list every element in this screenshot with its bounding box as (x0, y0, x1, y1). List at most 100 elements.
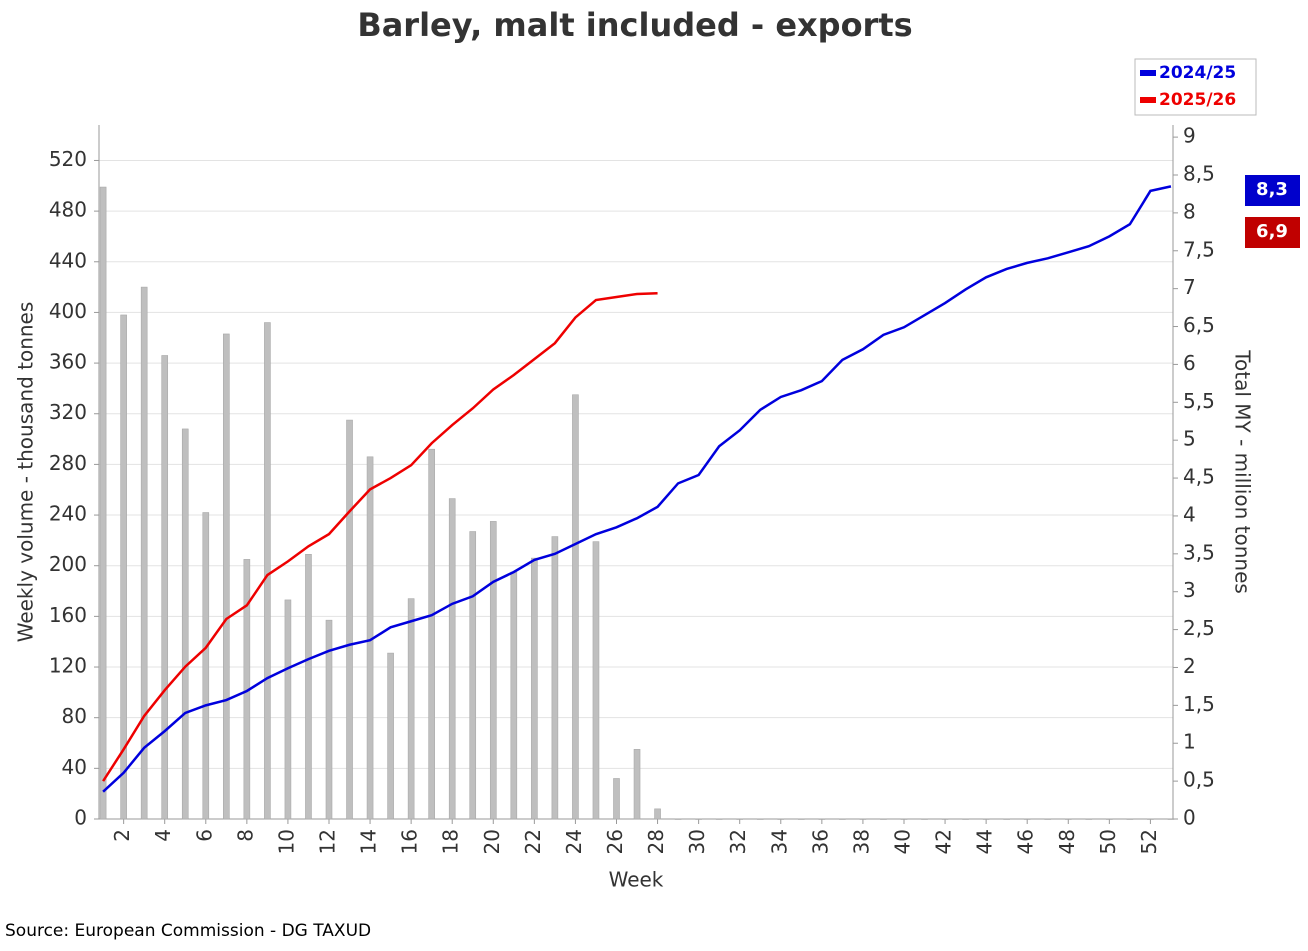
x-tick-label: 34 (767, 829, 791, 854)
bar (839, 818, 846, 820)
bar (531, 557, 538, 820)
y2-tick-label: 4,5 (1183, 465, 1215, 489)
bar (510, 571, 518, 820)
end-label: 6,9 (1256, 221, 1288, 242)
bar (798, 818, 805, 820)
y-tick-label: 320 (49, 400, 87, 424)
bar (161, 355, 169, 820)
bar (202, 512, 210, 820)
x-tick-label: 42 (932, 829, 956, 854)
y2-tick-label: 0 (1183, 806, 1196, 830)
bar (982, 818, 990, 820)
legend-label: 2024/25 (1159, 63, 1236, 83)
bar (572, 394, 579, 820)
legend-box (1134, 58, 1257, 116)
y2-tick-label: 7,5 (1183, 237, 1215, 261)
bar (407, 598, 415, 820)
end-label-box (1245, 217, 1300, 248)
bar (633, 749, 641, 820)
y2-tick-label: 4 (1183, 502, 1196, 526)
line (102, 185, 1172, 793)
y2-tick-label: 5 (1183, 427, 1196, 451)
bar (921, 818, 928, 820)
chart-title: Barley, malt included - exports (357, 6, 912, 44)
end-label-box (1245, 175, 1300, 206)
bar (1167, 818, 1175, 820)
x-tick-label: 16 (398, 829, 422, 854)
x-tick-label: 36 (808, 829, 832, 854)
line (102, 291, 658, 782)
y2-tick-label: 6,5 (1183, 313, 1215, 337)
x-tick-label: 4 (151, 829, 175, 842)
y-tick-label: 480 (49, 198, 87, 222)
y-tick-label: 400 (49, 299, 87, 323)
y-axis-label: Weekly volume - thousand tonnes (14, 302, 38, 643)
y-tick-label: 80 (62, 704, 87, 728)
y-tick-label: 360 (49, 350, 87, 374)
bar (654, 808, 661, 820)
bar (736, 818, 744, 820)
bar (592, 541, 600, 820)
bar (1126, 818, 1134, 820)
x-tick-label: 26 (603, 829, 627, 854)
bar (695, 818, 702, 820)
bar (551, 536, 559, 820)
x-tick-label: 52 (1137, 829, 1161, 854)
bar (1044, 818, 1052, 820)
y-tick-label: 160 (49, 603, 87, 627)
bar (777, 818, 785, 820)
bar (284, 599, 292, 820)
x-tick-label: 14 (357, 829, 381, 854)
y-tick-label: 520 (49, 147, 87, 171)
bar (428, 448, 435, 820)
y-tick-label: 440 (49, 248, 87, 272)
x-tick-label: 30 (685, 829, 709, 854)
y2-tick-label: 2 (1183, 654, 1196, 678)
bar (613, 778, 620, 820)
bar (1085, 818, 1093, 820)
x-tick-label: 48 (1055, 829, 1079, 854)
y2-tick-label: 8,5 (1183, 162, 1215, 186)
x-tick-label: 28 (644, 829, 668, 854)
bar (346, 419, 353, 820)
y-tick-label: 200 (49, 552, 87, 576)
y2-tick-label: 8 (1183, 199, 1196, 223)
y2-tick-label: 1,5 (1183, 692, 1215, 716)
legend-swatch (1140, 97, 1156, 103)
x-tick-label: 20 (480, 829, 504, 854)
bar (900, 818, 908, 820)
bar (756, 818, 764, 820)
x-axis-label: Week (609, 868, 664, 892)
y2-tick-label: 7 (1183, 275, 1196, 299)
bar (469, 531, 477, 820)
bar (1147, 818, 1154, 820)
y2-tick-label: 3,5 (1183, 540, 1215, 564)
bar (674, 818, 682, 820)
x-tick-label: 6 (192, 829, 216, 842)
y-tick-label: 240 (49, 502, 87, 526)
y2-tick-label: 3 (1183, 578, 1196, 602)
end-label: 8,3 (1256, 179, 1288, 200)
y2-axis-label: Total MY - million tonnes (1231, 349, 1255, 594)
y2-tick-label: 1 (1183, 730, 1196, 754)
x-tick-label: 46 (1014, 829, 1038, 854)
x-tick-label: 10 (274, 829, 298, 854)
bar (715, 818, 723, 820)
bar (325, 619, 333, 820)
bar (305, 554, 312, 820)
bar (1003, 818, 1010, 820)
x-tick-label: 2 (110, 829, 134, 842)
y-tick-label: 40 (62, 755, 87, 779)
x-tick-label: 44 (973, 829, 997, 854)
bar (223, 333, 230, 820)
bar (1023, 818, 1031, 820)
bar (1106, 818, 1113, 820)
legend-swatch (1140, 70, 1156, 76)
bar (120, 314, 127, 820)
bar (140, 286, 148, 820)
x-tick-label: 8 (233, 829, 257, 842)
bar (489, 521, 497, 820)
y-tick-label: 280 (49, 451, 87, 475)
bar (1064, 818, 1072, 820)
